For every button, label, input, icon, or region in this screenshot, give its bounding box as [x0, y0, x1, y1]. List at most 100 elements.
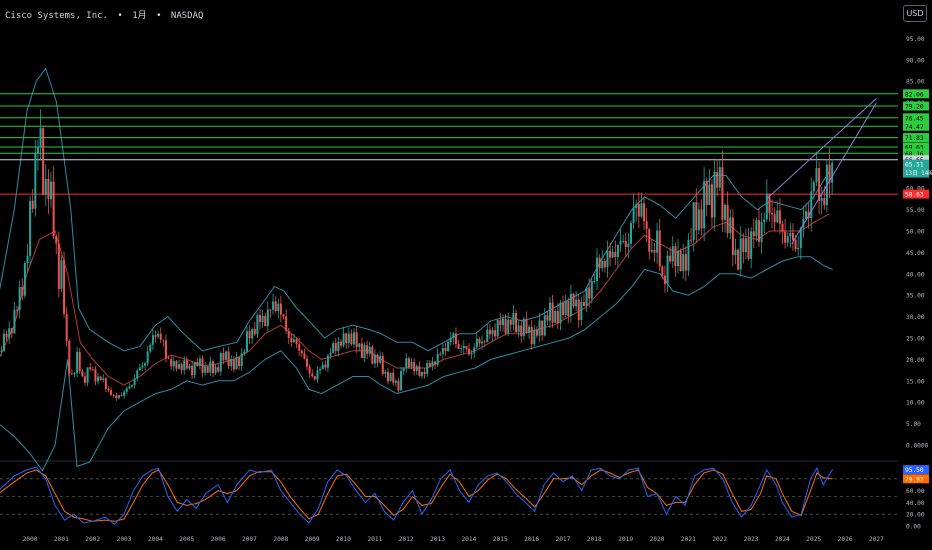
- candle: [810, 177, 813, 232]
- candle-body: [115, 395, 118, 399]
- stoch-k-value-label: 95.50: [905, 467, 924, 474]
- candle-body: [721, 167, 724, 220]
- level-label-background: [903, 142, 929, 152]
- candle: [812, 180, 815, 200]
- candle: [117, 394, 120, 400]
- candle: [44, 164, 47, 206]
- candle-body: [431, 361, 434, 367]
- candle: [776, 200, 779, 224]
- candle-body: [629, 223, 632, 244]
- level-price-label: 69.63: [905, 144, 924, 151]
- price-axis[interactable]: 95.0090.0085.0080.0075.0070.0065.0060.00…: [898, 0, 932, 550]
- candle: [449, 331, 452, 346]
- candle: [559, 300, 562, 331]
- candle: [5, 330, 8, 342]
- candle-body: [123, 391, 126, 396]
- price-tick-label: 95.00: [906, 36, 925, 43]
- header-separator: •: [117, 11, 123, 21]
- bollinger-basis-line: [0, 213, 830, 386]
- candle-body: [546, 315, 549, 321]
- candle: [76, 347, 79, 378]
- horizontal-levels[interactable]: [0, 93, 898, 195]
- candle-body: [682, 254, 685, 272]
- candle: [522, 316, 525, 341]
- candle-body: [264, 315, 267, 327]
- trend-line[interactable]: [766, 97, 877, 200]
- currency-button[interactable]: USD: [903, 5, 927, 22]
- candle: [183, 356, 186, 375]
- candle-body: [418, 366, 421, 377]
- candle-body: [178, 364, 181, 369]
- candle: [650, 239, 653, 254]
- candle: [345, 332, 348, 349]
- candle: [724, 203, 727, 233]
- price-tick-label: 5.00: [906, 421, 921, 428]
- candle: [222, 347, 225, 365]
- candle-body: [42, 128, 45, 195]
- candle-body: [167, 358, 170, 360]
- candle: [238, 356, 241, 370]
- candle: [52, 166, 55, 240]
- stoch-tick-label: 60.00: [906, 488, 925, 495]
- candle-body: [73, 372, 76, 375]
- candle: [802, 206, 805, 238]
- candle-body: [564, 301, 567, 316]
- candle: [499, 313, 502, 332]
- candle-body: [614, 251, 617, 258]
- candle: [248, 325, 251, 345]
- candle: [713, 158, 716, 232]
- time-tick-label: 2002: [85, 536, 100, 543]
- candle: [89, 362, 92, 372]
- candle-body: [381, 355, 384, 374]
- candle-body: [332, 343, 335, 354]
- candle-body: [436, 353, 439, 365]
- candle-body: [737, 249, 740, 270]
- candle-body: [274, 301, 277, 312]
- candle-body: [230, 358, 233, 367]
- candle-body: [389, 372, 392, 382]
- candle-body: [136, 370, 139, 379]
- candle: [334, 338, 337, 356]
- candle-body: [771, 212, 774, 215]
- candle: [287, 327, 290, 345]
- candle: [457, 339, 460, 349]
- candle: [551, 295, 554, 328]
- candle: [47, 169, 50, 214]
- candle-body: [791, 232, 794, 241]
- symbol-name[interactable]: Cisco Systems, Inc.: [5, 11, 108, 21]
- price-tick-label: 40.00: [906, 271, 925, 278]
- symbol-header[interactable]: Cisco Systems, Inc. • 1月 • NASDAQ: [5, 8, 207, 21]
- candle-body: [533, 329, 536, 345]
- time-tick-label: 2023: [744, 536, 759, 543]
- candle: [387, 367, 390, 385]
- candle-body: [515, 312, 518, 333]
- candle: [434, 360, 437, 370]
- candle: [13, 302, 16, 334]
- candle-body: [248, 331, 251, 339]
- candle-body: [50, 181, 53, 200]
- candle: [214, 363, 217, 376]
- trend-line[interactable]: [791, 102, 877, 245]
- candle-body: [303, 353, 306, 359]
- candle-body: [454, 333, 457, 344]
- interval-label[interactable]: 1月: [132, 11, 147, 21]
- candle-body: [569, 293, 572, 316]
- candle-body: [483, 341, 486, 343]
- last-price-label: 65.51: [905, 162, 924, 169]
- candle-body: [290, 337, 293, 343]
- candle-body: [91, 369, 94, 371]
- candle: [781, 220, 784, 245]
- candle-body: [112, 395, 115, 396]
- candle: [488, 324, 491, 340]
- candle-body: [716, 171, 719, 188]
- candle: [695, 188, 698, 243]
- candle: [791, 223, 794, 252]
- candle: [264, 312, 267, 327]
- candle-body: [16, 309, 19, 311]
- candle-body: [355, 332, 358, 348]
- trend-lines[interactable]: [766, 97, 877, 245]
- time-axis[interactable]: 2000 2001 2002 2003 2004 2005 2006 2007 2008 2009…: [23, 536, 885, 543]
- candle: [240, 347, 243, 371]
